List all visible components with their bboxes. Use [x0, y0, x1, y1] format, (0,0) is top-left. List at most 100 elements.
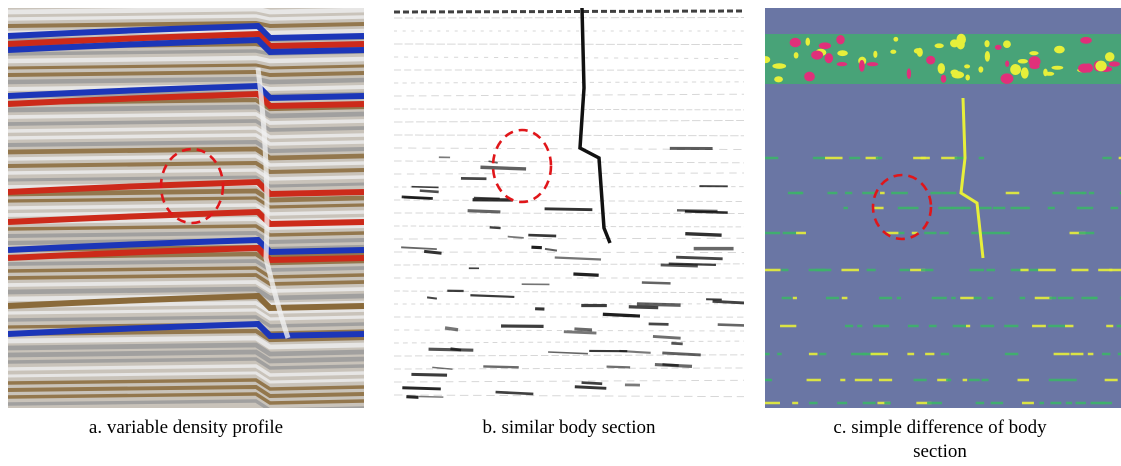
seismic-reflector: [8, 378, 364, 391]
similarity-mark: [662, 351, 701, 357]
similarity-mark: [574, 327, 593, 332]
hotspot: [824, 53, 834, 64]
similarity-mark: [489, 226, 501, 230]
strong-reflector: [8, 82, 364, 102]
seismic-reflector: [8, 76, 364, 85]
seismic-reflector: [8, 160, 364, 175]
similarity-mark: [671, 341, 683, 346]
faint-layer: [394, 394, 744, 398]
similar-body-image: [394, 8, 744, 408]
hotspot: [1054, 45, 1065, 54]
seismic-reflector: [8, 392, 364, 405]
hotspot: [916, 47, 923, 57]
seismic-reflector: [8, 301, 364, 314]
similarity-mark: [574, 385, 607, 390]
caption-c-line1: c. simple difference of body: [833, 417, 1047, 438]
panel-difference-section: [765, 8, 1121, 408]
hotspot: [1044, 71, 1055, 76]
hotspot: [893, 36, 899, 42]
hotspot: [1108, 61, 1120, 67]
seismic-reflector: [8, 70, 364, 77]
similarity-mark: [581, 381, 603, 386]
strong-reflector: [8, 208, 364, 228]
faint-layer: [394, 56, 744, 60]
seismic-reflector: [8, 154, 364, 167]
faint-layer: [394, 108, 744, 111]
hotspot: [984, 40, 990, 48]
similarity-mark: [652, 335, 681, 340]
hotspot: [1000, 73, 1014, 84]
faint-layer: [394, 147, 744, 151]
fault-trace: [959, 97, 985, 259]
similarity-mark: [668, 262, 716, 267]
seismic-reflector: [8, 175, 364, 188]
similarity-mark: [602, 312, 641, 318]
seismic-reflector: [8, 231, 364, 244]
hotspot: [940, 74, 947, 83]
hotspot: [837, 50, 848, 57]
hotspot: [765, 56, 771, 64]
hotspot: [1005, 60, 1010, 67]
caption-c: c. simple difference of body section: [740, 416, 1121, 464]
hotspot: [937, 63, 945, 74]
hotspot: [1017, 58, 1028, 64]
faint-layer: [394, 119, 744, 123]
faint-layer: [394, 290, 744, 294]
faint-layer: [394, 340, 744, 344]
hotspot: [873, 50, 878, 58]
similarity-mark: [684, 210, 728, 214]
hotspot: [818, 42, 832, 50]
seismic-reflector: [8, 308, 364, 321]
caption-b: b. similar body section: [482, 417, 656, 438]
hotspot: [793, 52, 799, 59]
hotspot: [1010, 64, 1022, 75]
similarity-mark: [636, 302, 681, 307]
similarity-mark: [406, 395, 419, 399]
similarity-mark: [432, 366, 453, 370]
hotspot: [836, 62, 848, 67]
similarity-mark: [563, 330, 597, 335]
strong-reflector: [8, 244, 364, 264]
similarity-mark: [467, 209, 501, 214]
caption-c-line2: section: [913, 441, 967, 462]
similarity-mark: [660, 263, 698, 268]
fault-trace: [578, 8, 612, 244]
faint-layer: [394, 172, 744, 175]
hotspot: [1083, 63, 1094, 73]
similarity-mark: [423, 249, 442, 255]
hotspot: [1028, 56, 1041, 68]
faint-layer: [394, 237, 744, 240]
hotspot: [1051, 65, 1064, 70]
seismic-reflector: [8, 224, 364, 237]
seismic-reflector: [8, 364, 364, 377]
hotspot: [965, 74, 970, 81]
similarity-mark: [411, 185, 439, 189]
seismic-reflector: [8, 8, 364, 15]
faint-layer: [394, 16, 744, 19]
hotspot: [1080, 36, 1092, 44]
similarity-mark: [426, 296, 438, 300]
seismic-reflector: [8, 280, 364, 293]
hotspot: [836, 34, 845, 45]
hotspot: [772, 63, 787, 69]
hotspot: [951, 71, 965, 79]
fault-trace: [255, 67, 291, 339]
similarity-mark: [544, 247, 558, 252]
caption-a: a. variable density profile: [88, 417, 284, 438]
hotspot: [984, 50, 991, 62]
hotspot: [866, 62, 879, 67]
seismic-reflector: [8, 259, 364, 272]
similarity-mark: [573, 272, 599, 277]
faint-layer: [394, 354, 744, 357]
strong-reflector: [8, 320, 364, 340]
difference-image: [765, 8, 1121, 408]
hotspot: [1003, 40, 1011, 48]
seismic-reflector: [8, 188, 364, 203]
seismic-reflector: [8, 203, 364, 216]
seismic-reflector: [8, 349, 364, 364]
hotspot: [964, 64, 971, 69]
similarity-mark: [418, 395, 444, 398]
variable-density-image: [8, 8, 364, 408]
seismic-reflector: [8, 357, 364, 370]
strong-reflector: [8, 90, 364, 110]
